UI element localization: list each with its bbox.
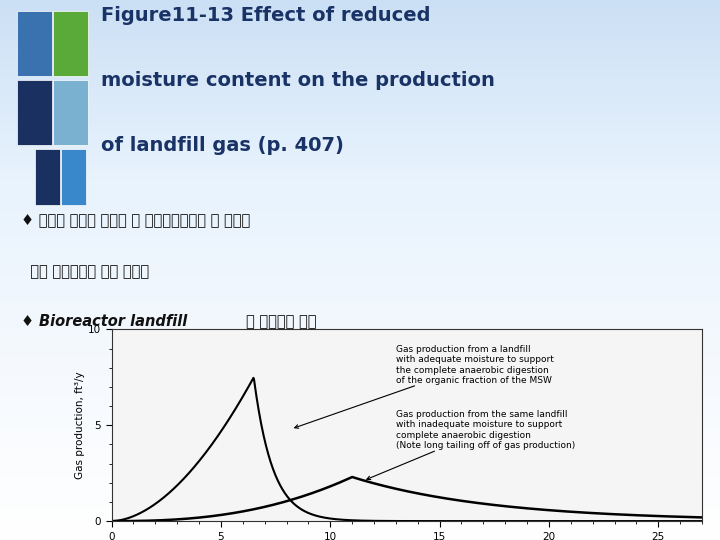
- Bar: [35, 149, 60, 205]
- Bar: [61, 149, 86, 205]
- Bar: [17, 80, 52, 145]
- Text: 과 연과지식 설명: 과 연과지식 설명: [246, 314, 317, 329]
- Y-axis label: Gas production, ft³/y: Gas production, ft³/y: [76, 372, 85, 479]
- Text: ♦ 매립지 수분이 제한될 때 가스발생곱선이 더 완만해: ♦ 매립지 수분이 제한될 때 가스발생곱선이 더 완만해: [22, 213, 251, 228]
- Text: ♦: ♦: [22, 314, 39, 329]
- Bar: [53, 11, 88, 76]
- Text: 지고 가스발생이 오래 지속됨: 지고 가스발생이 오래 지속됨: [22, 264, 150, 279]
- Bar: [53, 80, 88, 145]
- Text: Gas production from the same landfill
with inadequate moisture to support
comple: Gas production from the same landfill wi…: [366, 410, 575, 480]
- Bar: [17, 11, 52, 76]
- Text: Gas production from a landfill
with adequate moisture to support
the complete an: Gas production from a landfill with adeq…: [294, 345, 554, 428]
- Text: Figure11-13 Effect of reduced: Figure11-13 Effect of reduced: [101, 6, 431, 25]
- Text: Bioreactor landfill: Bioreactor landfill: [39, 314, 187, 329]
- Text: moisture content on the production: moisture content on the production: [101, 71, 495, 90]
- Text: of landfill gas (p. 407): of landfill gas (p. 407): [101, 136, 343, 155]
